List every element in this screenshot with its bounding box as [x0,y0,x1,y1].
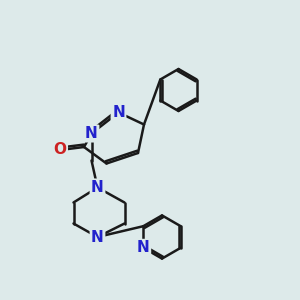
Text: N: N [137,240,150,255]
Text: N: N [85,126,98,141]
Text: N: N [112,105,125,120]
Text: N: N [91,230,104,244]
Text: N: N [91,180,104,195]
Text: O: O [53,142,67,158]
